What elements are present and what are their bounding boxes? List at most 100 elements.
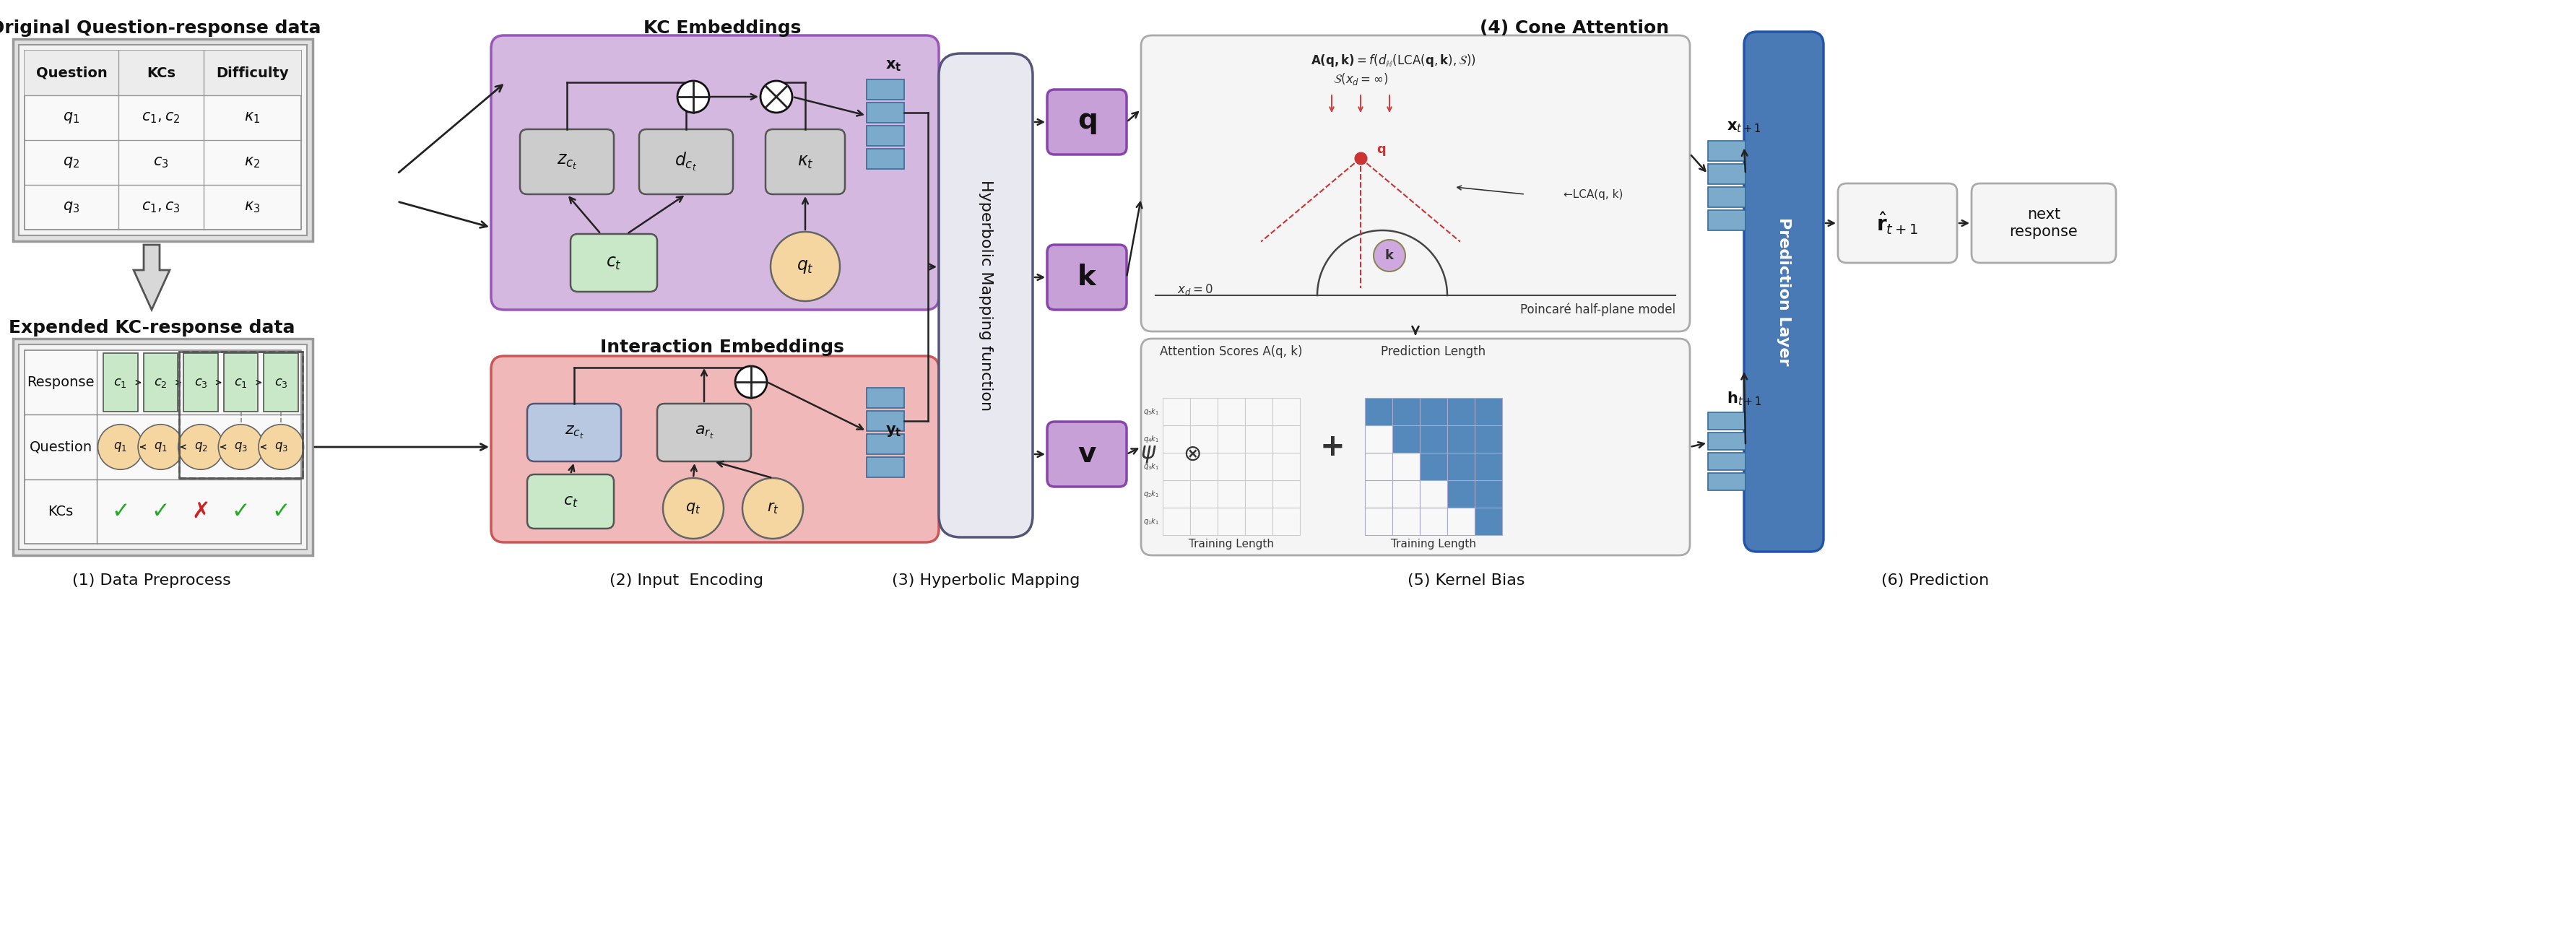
Bar bbox=[180, 352, 301, 477]
Text: $q_1$: $q_1$ bbox=[64, 111, 80, 125]
Text: $q_1k_1$: $q_1k_1$ bbox=[1144, 516, 1159, 526]
Text: Training Length: Training Length bbox=[1391, 538, 1476, 549]
Bar bbox=[1190, 398, 1218, 425]
Bar bbox=[1273, 480, 1301, 507]
FancyBboxPatch shape bbox=[938, 53, 1033, 537]
Text: $q_2$: $q_2$ bbox=[193, 441, 209, 453]
Text: $c_1, c_2$: $c_1, c_2$ bbox=[142, 111, 180, 125]
FancyBboxPatch shape bbox=[1141, 339, 1690, 555]
Text: $c_t$: $c_t$ bbox=[605, 254, 621, 271]
Text: (1) Data Preprocess: (1) Data Preprocess bbox=[72, 573, 232, 588]
Text: Difficulty: Difficulty bbox=[216, 66, 289, 80]
Bar bbox=[103, 353, 137, 412]
Text: Hyperbolic Mapping function: Hyperbolic Mapping function bbox=[979, 180, 992, 411]
Bar bbox=[866, 102, 904, 123]
Text: Poincaré half-plane model: Poincaré half-plane model bbox=[1520, 303, 1674, 316]
Text: KCs: KCs bbox=[49, 505, 72, 519]
Text: Response: Response bbox=[26, 375, 95, 389]
Text: (6) Prediction: (6) Prediction bbox=[1880, 573, 1989, 588]
Bar bbox=[1708, 432, 1747, 450]
Text: $q_3k_1$: $q_3k_1$ bbox=[1144, 461, 1159, 472]
Text: (2) Input  Encoding: (2) Input Encoding bbox=[608, 573, 762, 588]
Bar bbox=[13, 339, 312, 555]
Circle shape bbox=[98, 424, 144, 470]
Text: ✓: ✓ bbox=[232, 501, 250, 522]
Bar bbox=[1419, 480, 1448, 507]
Text: (3) Hyperbolic Mapping: (3) Hyperbolic Mapping bbox=[891, 573, 1079, 588]
FancyBboxPatch shape bbox=[1048, 422, 1126, 487]
Text: ✗: ✗ bbox=[191, 501, 211, 522]
Bar bbox=[866, 126, 904, 146]
Bar bbox=[866, 411, 904, 431]
Bar bbox=[1365, 480, 1394, 507]
Bar bbox=[13, 39, 312, 241]
FancyBboxPatch shape bbox=[1971, 184, 2115, 263]
Bar bbox=[1162, 398, 1190, 425]
Polygon shape bbox=[134, 245, 170, 310]
Bar bbox=[1218, 425, 1244, 453]
Bar bbox=[26, 51, 301, 230]
Text: $c_t$: $c_t$ bbox=[564, 494, 577, 508]
Text: $\kappa_2$: $\kappa_2$ bbox=[245, 156, 260, 170]
Bar bbox=[1394, 425, 1419, 453]
Text: Question: Question bbox=[36, 66, 108, 80]
FancyBboxPatch shape bbox=[492, 356, 938, 542]
Bar bbox=[1448, 398, 1473, 425]
Text: $\mathbf{x}_{t+1}$: $\mathbf{x}_{t+1}$ bbox=[1726, 120, 1762, 134]
Bar bbox=[1273, 398, 1301, 425]
Bar bbox=[1708, 141, 1747, 161]
Text: ←LCA(q, k): ←LCA(q, k) bbox=[1564, 189, 1623, 200]
Text: $\mathbf{q}$: $\mathbf{q}$ bbox=[1376, 144, 1386, 158]
Bar bbox=[26, 51, 301, 96]
Text: $q_3$: $q_3$ bbox=[234, 441, 247, 453]
Bar bbox=[1394, 480, 1419, 507]
Text: KCs: KCs bbox=[147, 66, 175, 80]
Text: $z_{c_t}$: $z_{c_t}$ bbox=[556, 153, 577, 171]
Bar bbox=[224, 353, 258, 412]
Text: $q_t$: $q_t$ bbox=[796, 258, 814, 275]
Bar bbox=[1218, 480, 1244, 507]
Bar bbox=[144, 353, 178, 412]
Text: $q_5k_1$: $q_5k_1$ bbox=[1144, 406, 1159, 416]
Text: $q_t$: $q_t$ bbox=[685, 501, 701, 516]
Text: $c_3$: $c_3$ bbox=[193, 376, 209, 389]
Bar bbox=[1473, 425, 1502, 453]
Bar bbox=[1190, 480, 1218, 507]
Bar bbox=[1190, 425, 1218, 453]
Bar bbox=[1365, 425, 1394, 453]
Text: ✓: ✓ bbox=[152, 501, 170, 522]
Bar bbox=[1365, 398, 1394, 425]
Text: $c_3$: $c_3$ bbox=[155, 156, 170, 170]
Text: $\mathbf{v}$: $\mathbf{v}$ bbox=[1077, 441, 1097, 468]
Text: $q_3$: $q_3$ bbox=[273, 441, 289, 453]
FancyBboxPatch shape bbox=[765, 129, 845, 194]
Bar bbox=[1708, 473, 1747, 491]
Bar bbox=[1162, 425, 1190, 453]
Bar bbox=[1708, 453, 1747, 470]
Text: KC Embeddings: KC Embeddings bbox=[644, 20, 801, 37]
Bar bbox=[1365, 453, 1394, 480]
Text: next
response: next response bbox=[2009, 207, 2079, 239]
Bar bbox=[1273, 507, 1301, 535]
Bar bbox=[866, 457, 904, 477]
Circle shape bbox=[770, 232, 840, 301]
Bar bbox=[1473, 398, 1502, 425]
Bar bbox=[1419, 425, 1448, 453]
FancyBboxPatch shape bbox=[1048, 245, 1126, 310]
Bar bbox=[1448, 425, 1473, 453]
Bar bbox=[1244, 398, 1273, 425]
Text: $c_2$: $c_2$ bbox=[155, 376, 167, 389]
Bar bbox=[1365, 507, 1394, 535]
Bar bbox=[866, 149, 904, 169]
FancyBboxPatch shape bbox=[1141, 36, 1690, 331]
Text: $q_1$: $q_1$ bbox=[155, 441, 167, 453]
Circle shape bbox=[734, 366, 768, 398]
FancyBboxPatch shape bbox=[1744, 32, 1824, 552]
Text: +: + bbox=[1319, 431, 1345, 462]
Text: $\mathbf{h}_{t+1}$: $\mathbf{h}_{t+1}$ bbox=[1726, 390, 1762, 407]
Bar bbox=[183, 353, 219, 412]
Text: $\kappa_t$: $\kappa_t$ bbox=[796, 153, 814, 171]
Bar bbox=[1419, 398, 1448, 425]
Bar bbox=[180, 352, 301, 477]
FancyBboxPatch shape bbox=[528, 475, 613, 529]
